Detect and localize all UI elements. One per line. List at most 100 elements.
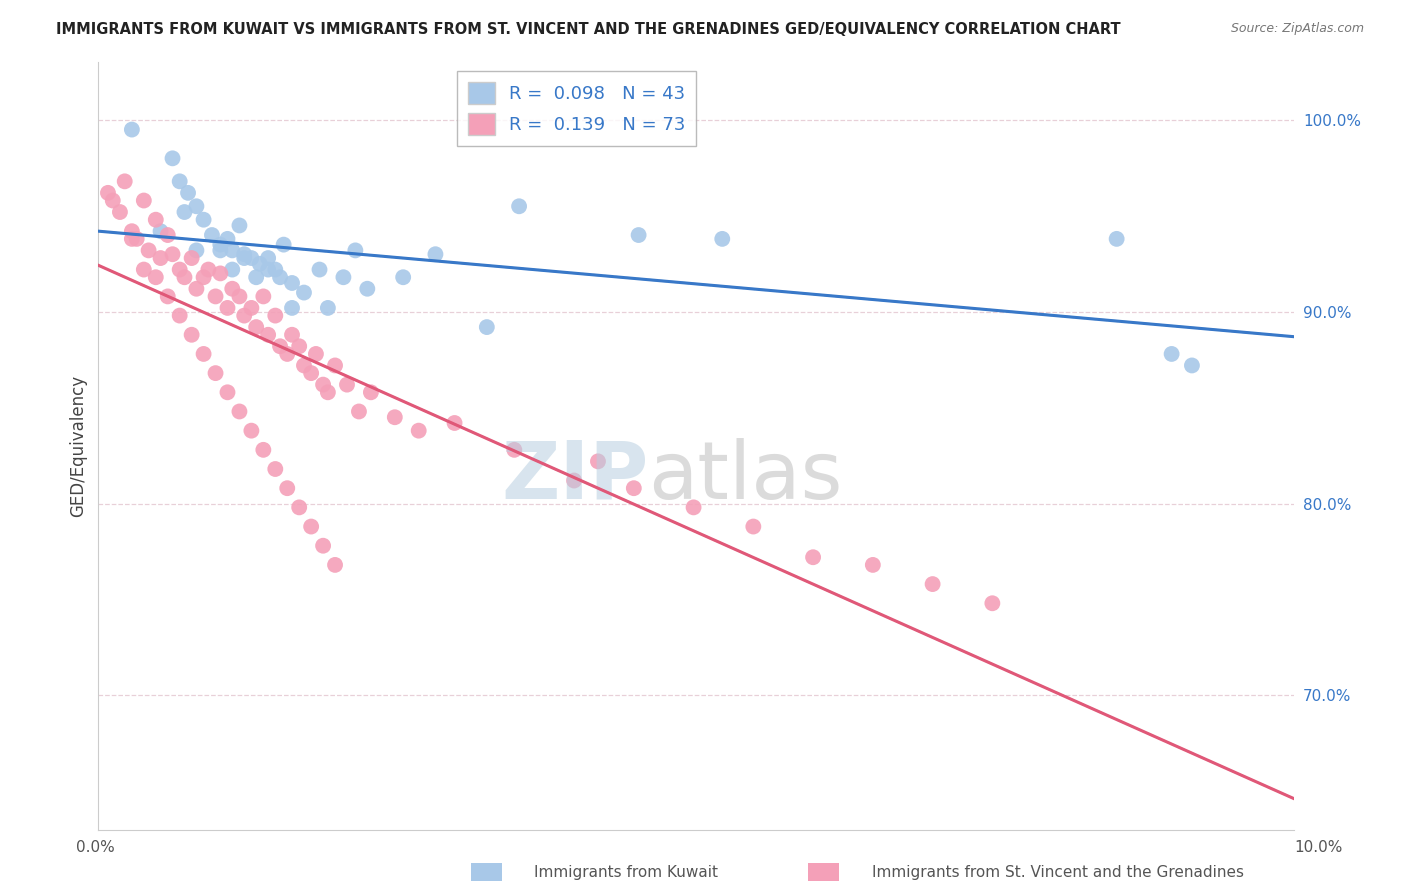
Point bbox=[316, 385, 339, 400]
Point bbox=[145, 270, 167, 285]
Point bbox=[356, 282, 378, 296]
Point bbox=[221, 244, 243, 258]
Point bbox=[193, 347, 215, 361]
Point bbox=[1105, 232, 1128, 246]
Point bbox=[281, 301, 304, 315]
Point bbox=[281, 276, 304, 290]
Text: Immigrants from St. Vincent and the Grenadines: Immigrants from St. Vincent and the Gren… bbox=[872, 865, 1244, 880]
Point bbox=[312, 539, 335, 553]
Point bbox=[217, 232, 239, 246]
Point bbox=[177, 186, 200, 200]
Text: IMMIGRANTS FROM KUWAIT VS IMMIGRANTS FROM ST. VINCENT AND THE GRENADINES GED/EQU: IMMIGRANTS FROM KUWAIT VS IMMIGRANTS FRO… bbox=[56, 22, 1121, 37]
Point bbox=[240, 301, 263, 315]
Point bbox=[336, 377, 359, 392]
Point bbox=[245, 320, 267, 334]
Point bbox=[173, 270, 195, 285]
Point bbox=[323, 359, 346, 373]
Point bbox=[682, 500, 704, 515]
Point bbox=[169, 174, 191, 188]
Point bbox=[475, 320, 498, 334]
Point bbox=[316, 301, 339, 315]
Point bbox=[862, 558, 884, 572]
Point bbox=[132, 262, 155, 277]
Point bbox=[228, 219, 250, 233]
Point bbox=[264, 309, 287, 323]
Point bbox=[299, 366, 322, 380]
Point bbox=[249, 257, 271, 271]
Point bbox=[186, 282, 208, 296]
Point bbox=[252, 442, 274, 457]
Point bbox=[264, 462, 287, 476]
Point bbox=[180, 251, 202, 265]
Point bbox=[586, 454, 609, 468]
Point bbox=[209, 244, 232, 258]
Point bbox=[308, 262, 330, 277]
Point bbox=[228, 289, 250, 303]
Legend: R =  0.098   N = 43, R =  0.139   N = 73: R = 0.098 N = 43, R = 0.139 N = 73 bbox=[457, 71, 696, 146]
Point bbox=[305, 347, 328, 361]
Point bbox=[312, 377, 335, 392]
Point bbox=[276, 347, 298, 361]
Point bbox=[360, 385, 382, 400]
Point bbox=[209, 266, 232, 280]
Point bbox=[711, 232, 734, 246]
Point bbox=[299, 519, 322, 533]
Point bbox=[173, 205, 195, 219]
Point bbox=[193, 212, 215, 227]
Point bbox=[197, 262, 219, 277]
Point bbox=[347, 404, 370, 418]
Point bbox=[921, 577, 943, 591]
Text: Immigrants from Kuwait: Immigrants from Kuwait bbox=[534, 865, 718, 880]
Point bbox=[562, 474, 585, 488]
Point bbox=[443, 416, 465, 430]
Point bbox=[240, 251, 263, 265]
Point bbox=[204, 366, 226, 380]
Point bbox=[257, 327, 280, 342]
Point bbox=[264, 262, 287, 277]
Point bbox=[627, 227, 650, 242]
Point bbox=[408, 424, 430, 438]
Text: ZIP: ZIP bbox=[501, 438, 648, 516]
Point bbox=[156, 289, 179, 303]
Point bbox=[323, 558, 346, 572]
Point bbox=[145, 212, 167, 227]
Point bbox=[252, 289, 274, 303]
Text: atlas: atlas bbox=[648, 438, 842, 516]
Point bbox=[121, 232, 143, 246]
Text: Source: ZipAtlas.com: Source: ZipAtlas.com bbox=[1230, 22, 1364, 36]
Point bbox=[132, 194, 155, 208]
Point bbox=[240, 424, 263, 438]
Point bbox=[201, 227, 224, 242]
Point bbox=[217, 301, 239, 315]
Point bbox=[162, 247, 184, 261]
Point bbox=[169, 262, 191, 277]
Text: 10.0%: 10.0% bbox=[1295, 840, 1343, 855]
Point bbox=[114, 174, 136, 188]
Point bbox=[162, 151, 184, 165]
Point bbox=[276, 481, 298, 495]
Point bbox=[138, 244, 160, 258]
Point bbox=[288, 339, 311, 353]
Point bbox=[292, 285, 315, 300]
Point bbox=[269, 270, 291, 285]
Point bbox=[503, 442, 526, 457]
Point bbox=[281, 327, 304, 342]
Point bbox=[233, 251, 256, 265]
Point bbox=[186, 199, 208, 213]
Point bbox=[101, 194, 124, 208]
Point bbox=[269, 339, 291, 353]
Point bbox=[149, 224, 172, 238]
Point bbox=[209, 237, 232, 252]
Point bbox=[288, 500, 311, 515]
Point bbox=[742, 519, 765, 533]
Point bbox=[392, 270, 415, 285]
Point bbox=[1160, 347, 1182, 361]
Point bbox=[801, 550, 824, 565]
Point bbox=[981, 596, 1004, 610]
Point bbox=[108, 205, 131, 219]
Point bbox=[221, 282, 243, 296]
Point bbox=[344, 244, 367, 258]
Point bbox=[257, 251, 280, 265]
Point bbox=[204, 289, 226, 303]
Point bbox=[186, 244, 208, 258]
